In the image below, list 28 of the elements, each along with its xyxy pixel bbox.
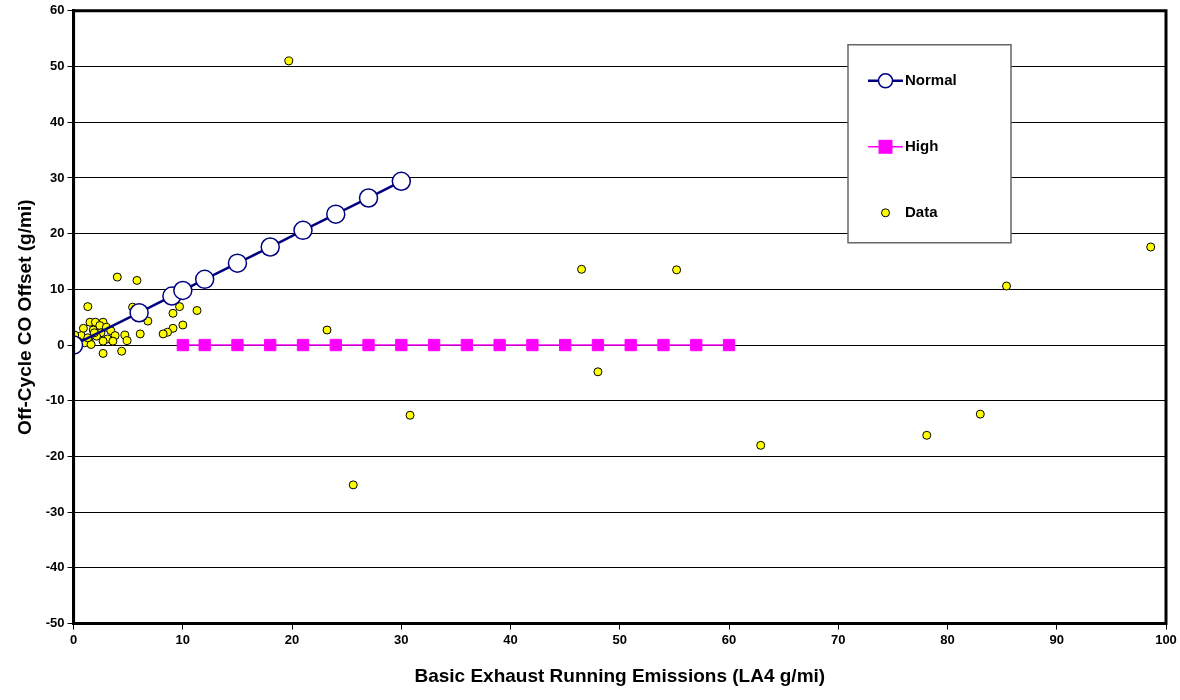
y-tick-label: 30	[50, 169, 65, 185]
x-tick-label: 80	[940, 631, 955, 647]
y-tick-label: -20	[45, 448, 65, 464]
legend-label: Normal	[905, 70, 957, 88]
y-tick-label: -50	[45, 615, 65, 631]
y-tick-label: -30	[45, 503, 65, 519]
x-tick-label: 30	[394, 631, 409, 647]
x-tick-label: 10	[175, 631, 191, 647]
x-tick-label: 90	[1049, 631, 1064, 647]
x-tick-label: 0	[69, 631, 78, 647]
legend-label: Data	[905, 202, 939, 220]
x-tick-label: 100	[1155, 631, 1177, 647]
x-tick-label: 20	[284, 631, 300, 647]
x-tick-label: 60	[721, 631, 737, 647]
y-tick-label: 50	[50, 58, 65, 74]
y-tick-label: 20	[50, 225, 65, 241]
x-tick-label: 40	[503, 631, 518, 647]
x-axis-title: Basic Exhaust Running Emissions (LA4 g/mi)	[414, 664, 826, 686]
x-tick-label: 70	[831, 631, 846, 647]
y-tick-label: 60	[50, 2, 65, 18]
legend-label: High	[905, 136, 939, 154]
y-tick-label: -10	[45, 392, 65, 408]
x-tick-label: 50	[612, 631, 628, 647]
y-tick-label: 10	[50, 280, 65, 296]
y-tick-label: 40	[50, 113, 65, 129]
y-tick-label: -40	[45, 559, 65, 575]
y-tick-label: 0	[57, 336, 65, 352]
y-axis-title: Off-Cycle CO Offset (g/mi)	[13, 199, 35, 435]
